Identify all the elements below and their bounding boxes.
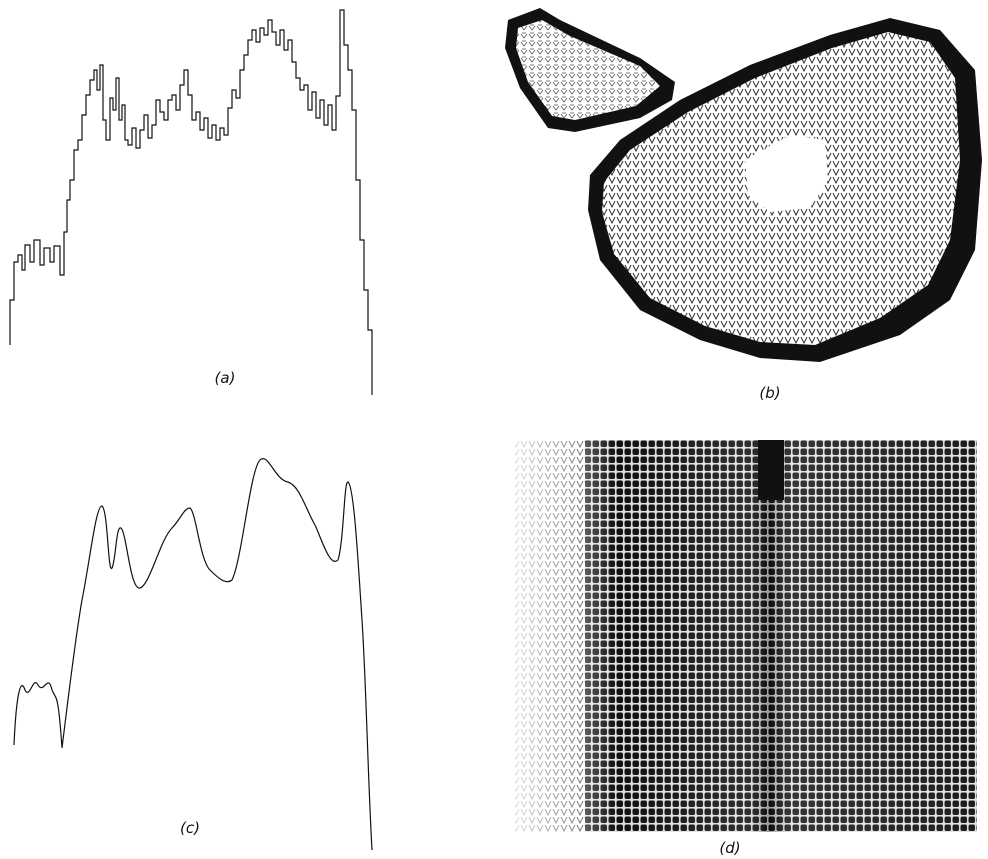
panel-label: (d)	[719, 839, 740, 857]
shading	[515, 440, 977, 832]
step-profile	[10, 10, 372, 395]
dark-streak	[758, 440, 784, 500]
panel-c: (c)	[14, 459, 372, 850]
panel-d: (d)	[515, 440, 977, 857]
panel-label: (a)	[215, 369, 236, 387]
panel-b: (b)	[505, 8, 982, 402]
panel-label: (c)	[180, 819, 200, 837]
smooth-profile	[14, 459, 372, 850]
panel-label: (b)	[759, 384, 780, 402]
figure: (a) (b) (c) (d)	[0, 0, 988, 859]
panel-a: (a)	[10, 10, 372, 395]
